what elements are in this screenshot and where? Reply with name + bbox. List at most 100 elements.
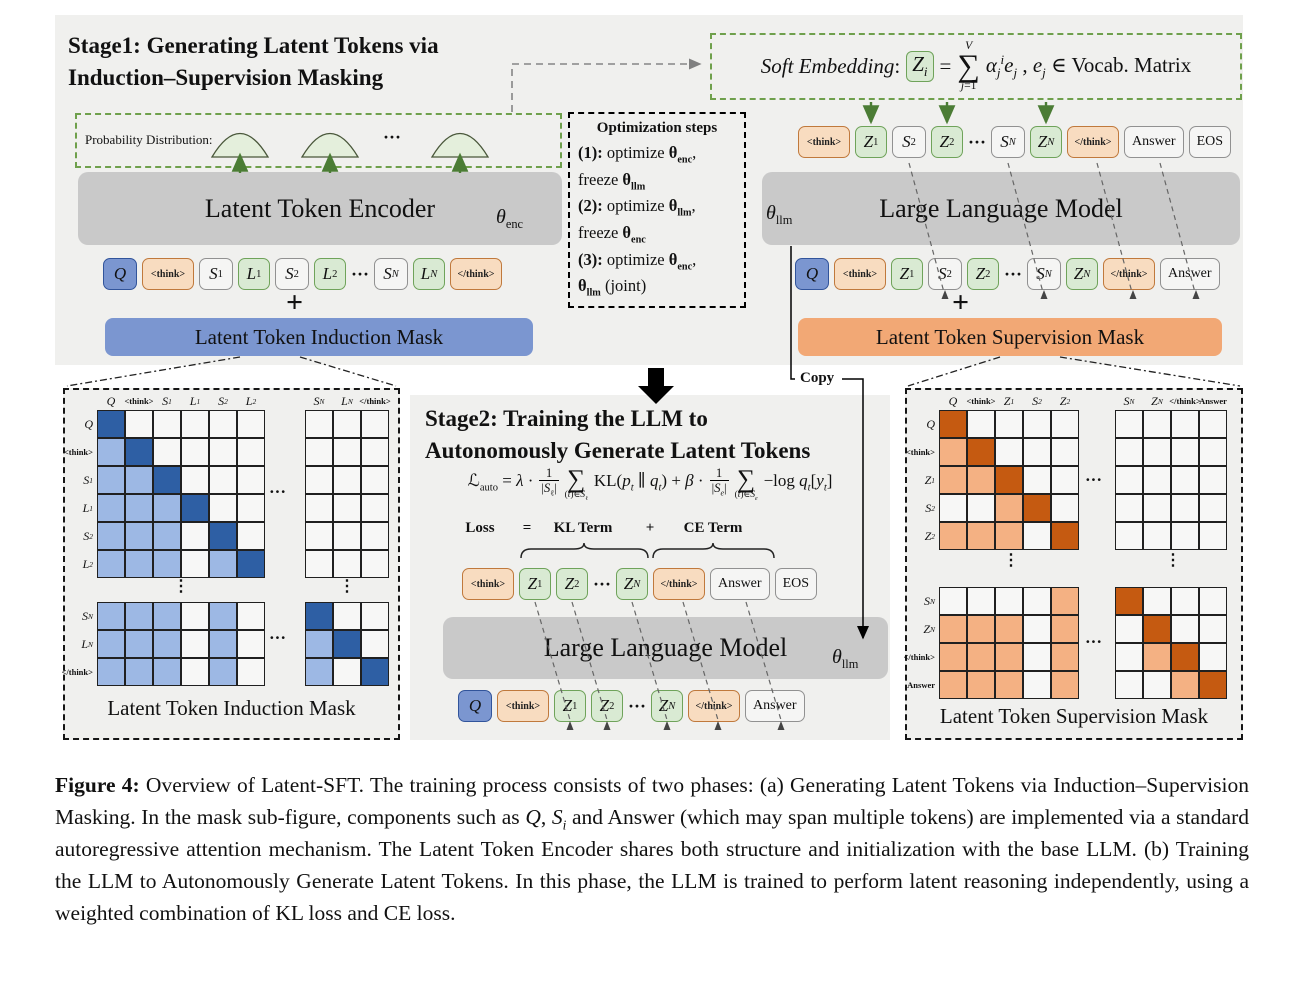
mask-cell: [305, 658, 333, 686]
mask-cell: [181, 410, 209, 438]
token-chip: Answer: [710, 568, 770, 600]
token-chip: Q: [795, 258, 829, 290]
optimization-step-line: (1): optimize θenc,: [578, 143, 697, 166]
mask-cell: [305, 630, 333, 658]
mask-cell: [1143, 643, 1171, 671]
mask-cell: [995, 522, 1023, 550]
soft-embedding-chip: Zi: [906, 51, 934, 82]
mask-cell: [305, 438, 333, 466]
formula-text: Soft Embedding:: [760, 54, 901, 78]
loss-label: =: [522, 520, 532, 536]
mask-axis-label: <think>: [63, 447, 93, 457]
mask-cell: [97, 494, 125, 522]
mask-axis-label: Answer: [1199, 396, 1227, 406]
mask-cell: [333, 522, 361, 550]
token-chip: Answer: [1160, 258, 1220, 290]
mask-cell: [153, 466, 181, 494]
mask-cell: [237, 466, 265, 494]
token-chip: </think>: [653, 568, 706, 600]
ellipsis: ···: [1004, 263, 1023, 284]
mask-cell: [237, 630, 265, 658]
encoder-input-row: Q <think> S 1 L 1 S 2 L 2 ··· S N L N </think>: [103, 258, 503, 290]
optimization-step-line: freeze θenc: [578, 222, 646, 246]
stage1-title-line2: Induction–Supervision Masking: [68, 65, 384, 91]
formula-text: KL(pt ∥ qt) + β ·: [593, 470, 704, 494]
mask-cell: [1199, 615, 1227, 643]
mask-cell: [1171, 671, 1199, 699]
soft-embedding-box: Soft Embedding: Zi = V ∑ j=1 αjiej , ej ∈ Voca…: [710, 33, 1242, 100]
theta-llm-label-stage2: θllm: [832, 646, 859, 671]
mask-cell: [1023, 410, 1051, 438]
mask-cell: [1023, 615, 1051, 643]
token-chip: EOS: [1188, 126, 1232, 158]
latent-token-encoder-block: Latent Token Encoder: [78, 172, 562, 245]
mask-cell: [237, 410, 265, 438]
mask-cell: [181, 522, 209, 550]
mask-cell: [939, 615, 967, 643]
mask-cell: [1115, 615, 1143, 643]
mask-cell: [1143, 587, 1171, 615]
mask-cell: [153, 410, 181, 438]
ellipsis: ···: [628, 695, 647, 716]
llm-input-row: Q <think> Z 1 S 2 Z 2 ··· S N Z N </think> Answer: [795, 258, 1220, 290]
mask-cell: [1171, 466, 1199, 494]
mask-cell: [995, 466, 1023, 494]
supervision-mask-top-left-block: Q <think> Z 1 S 2 Z 2 Q <think> Z 1 S 2 Z 2: [906, 392, 1079, 550]
mask-cell: [125, 466, 153, 494]
mask-cell: [209, 522, 237, 550]
mask-cell: [97, 410, 125, 438]
token-chip: <think>: [497, 690, 549, 722]
mask-cell: [1143, 671, 1171, 699]
optimization-steps-lines: (1): optimize θenc, freeze θllm (2): optim…: [578, 141, 736, 301]
mask-axis-label: </think>: [61, 667, 93, 677]
mask-cell: [1051, 494, 1079, 522]
mask-cell: [125, 410, 153, 438]
token-chip: Answer: [745, 690, 805, 722]
plus-sign-right: +: [952, 286, 970, 319]
mask-cell: [1115, 494, 1143, 522]
mask-axis-label: Answer: [907, 680, 935, 690]
mask-axis-label: </think>: [903, 652, 935, 662]
llm-block-stage1: Large Language Model: [762, 172, 1240, 245]
mask-cell: [995, 615, 1023, 643]
mask-cell: [237, 494, 265, 522]
mask-cell: [361, 410, 389, 438]
mask-cell: [333, 410, 361, 438]
mask-cell: [1115, 438, 1143, 466]
mask-cell: [237, 602, 265, 630]
mask-cell: [1199, 671, 1227, 699]
mask-cell: [305, 522, 333, 550]
mask-cell: [125, 602, 153, 630]
mask-cell: [1143, 438, 1171, 466]
mask-cell: [1171, 587, 1199, 615]
mask-cell: [995, 671, 1023, 699]
mask-cell: [209, 658, 237, 686]
mask-cell: [1199, 494, 1227, 522]
supervision-mask-bottom-right-block: [1115, 587, 1227, 699]
mask-axis-label: Q: [106, 393, 116, 408]
mask-cell: [237, 438, 265, 466]
mask-cell: [1171, 410, 1199, 438]
mask-cell: [181, 494, 209, 522]
mask-cell: [995, 410, 1023, 438]
llm-block-stage2: Large Language Model: [443, 617, 888, 679]
mask-cell: [967, 643, 995, 671]
ellipsis: ···: [1085, 470, 1103, 489]
mask-cell: [361, 550, 389, 578]
ellipsis: ···: [968, 131, 987, 152]
induction-mask-panel: Q <think> S 1 L 1 S 2 L 2 Q <think> S 1 L 1 S 2 L 2 S N L N </t…: [61, 388, 400, 740]
token-chip: Q: [103, 258, 137, 290]
